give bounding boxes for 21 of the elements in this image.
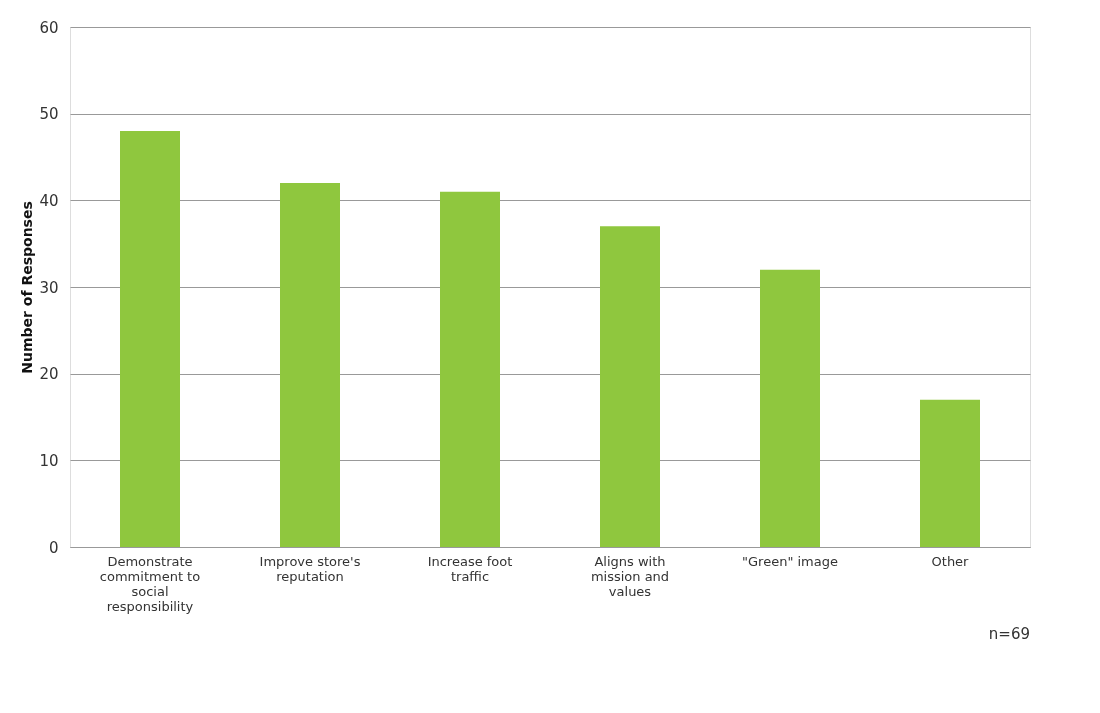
bar [600,226,660,547]
y-tick-label: 0 [48,538,59,557]
bar [120,131,180,547]
x-tick-label: Aligns with mission and values [590,553,670,599]
text: n=69 [988,625,1030,643]
x-tick-label: Demonstrate commitment to social responsibility [99,553,201,614]
x-tick-label: Improve store's reputation [259,553,361,584]
y-tick-label: 30 [39,278,59,297]
x-tick-label: Increase foot traffic [427,553,513,584]
bar [440,191,500,547]
y-tick-label: 60 [39,18,59,37]
y-tick-label: 50 [39,105,59,124]
y-tick-label: 10 [39,451,59,470]
bar [280,183,340,547]
x-tick-label: Other [931,553,970,569]
bar [920,399,980,547]
y-axis-title: Number of Responses [19,201,36,374]
bar [760,269,820,547]
x-tick-label: "Green" image [742,553,838,569]
y-tick-label: 20 [39,365,59,384]
y-tick-label: 40 [39,191,59,210]
